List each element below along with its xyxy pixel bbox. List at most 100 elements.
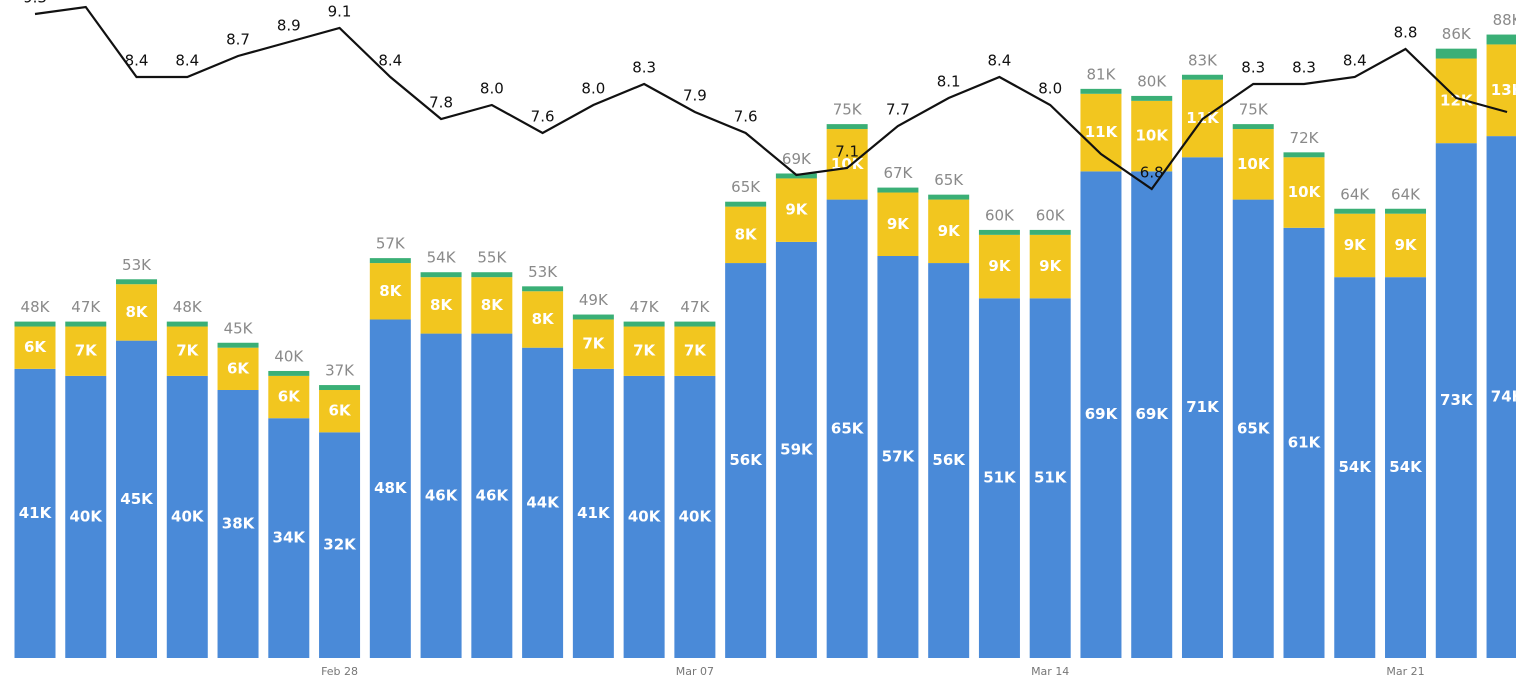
bar-segment: [1080, 171, 1122, 658]
bar-segment: [166, 321, 208, 327]
total-label: 47K: [630, 298, 660, 316]
bar-segment: [1080, 88, 1122, 94]
segment-label: 11K: [1085, 123, 1119, 141]
bar-segment: [928, 263, 970, 658]
segment-label: 46K: [476, 486, 510, 504]
total-label: 88K: [1493, 11, 1516, 29]
total-label: 86K: [1442, 25, 1472, 43]
line-label: 8.4: [378, 52, 402, 70]
bar-segment: [623, 326, 665, 376]
segment-label: 74K: [1491, 388, 1516, 406]
segment-label: 59K: [780, 440, 814, 458]
bar-segment: [14, 368, 56, 658]
segment-label: 9K: [1344, 236, 1367, 254]
line-label: 7.7: [886, 101, 910, 119]
segment-label: 38K: [222, 515, 256, 533]
bar-segment: [978, 234, 1020, 299]
total-label: 48K: [173, 298, 203, 316]
bar-segment: [14, 326, 56, 369]
bar-segment: [725, 201, 767, 207]
bar-segment: [522, 291, 564, 348]
total-label: 67K: [883, 164, 913, 182]
line-label: 6.8: [1140, 164, 1164, 182]
total-label: 64K: [1391, 185, 1421, 203]
segment-label: 73K: [1440, 391, 1474, 409]
line-label: 8.4: [125, 52, 149, 70]
x-tick-label: Feb 28: [321, 665, 358, 678]
line-label: 8.8: [1394, 24, 1418, 42]
segment-label: 41K: [577, 504, 611, 522]
segment-label: 8K: [481, 296, 504, 314]
bar-segment: [928, 194, 970, 200]
x-tick-label: Mar 07: [676, 665, 714, 678]
bar-segment: [978, 298, 1020, 658]
bar-segment: [1486, 44, 1516, 137]
bar-segment: [1385, 208, 1427, 214]
segment-label: 51K: [983, 469, 1017, 487]
line-label: 8.0: [480, 80, 504, 98]
bar-segment: [1131, 171, 1173, 658]
line-label: 8.3: [1241, 59, 1265, 77]
segment-label: 54K: [1339, 458, 1373, 476]
bar-segment: [674, 321, 716, 327]
segment-label: 10K: [1237, 155, 1271, 173]
total-label: 65K: [934, 171, 964, 189]
segment-label: 9K: [785, 201, 808, 219]
segment-label: 8K: [379, 282, 402, 300]
bar-segment: [826, 124, 868, 130]
segment-label: 40K: [628, 507, 662, 525]
total-label: 37K: [325, 362, 355, 380]
bar-segment: [268, 418, 310, 658]
line-label: 8.4: [1343, 52, 1367, 70]
total-label: 80K: [1137, 72, 1167, 90]
bar-segment: [1486, 136, 1516, 658]
segment-label: 34K: [273, 529, 307, 547]
bar-segment: [725, 263, 767, 658]
bar-segment: [166, 375, 208, 658]
bar-segment: [1283, 227, 1325, 658]
bar-segment: [572, 319, 614, 369]
bar-segment: [775, 178, 817, 242]
bar-segment: [978, 229, 1020, 235]
segment-label: 54K: [1389, 458, 1423, 476]
segment-label: 41K: [19, 504, 53, 522]
segment-label: 8K: [532, 310, 555, 328]
segment-label: 56K: [729, 451, 763, 469]
segment-label: 12K: [1440, 91, 1474, 109]
segment-label: 6K: [24, 338, 47, 356]
line-label: 8.0: [1038, 80, 1062, 98]
line-label: 7.9: [683, 87, 707, 105]
total-label: 57K: [376, 235, 406, 253]
bar-segment: [268, 370, 310, 376]
segment-label: 40K: [70, 507, 104, 525]
line-label: 8.3: [632, 59, 656, 77]
segment-label: 13K: [1491, 81, 1516, 99]
bar-segment: [877, 187, 919, 193]
segment-label: 6K: [278, 388, 301, 406]
total-label: 72K: [1290, 129, 1320, 147]
bar-segment: [319, 390, 361, 433]
bar-segment: [1435, 143, 1477, 658]
total-label: 48K: [21, 298, 51, 316]
line-label: 9.1: [328, 3, 352, 21]
segment-label: 10K: [1135, 127, 1169, 145]
bar-segment: [1435, 48, 1477, 59]
bar-segment: [522, 347, 564, 658]
segment-label: 44K: [526, 493, 560, 511]
bar-segment: [674, 326, 716, 376]
total-label: 60K: [1036, 206, 1066, 224]
segment-label: 65K: [1237, 419, 1271, 437]
line-label: 7.8: [429, 94, 453, 112]
segment-label: 9K: [1394, 236, 1417, 254]
segment-label: 8K: [430, 296, 453, 314]
bar-segment: [369, 258, 411, 264]
segment-label: 7K: [582, 335, 605, 353]
bar-segment: [1029, 229, 1071, 235]
line-label: 7.6: [734, 108, 758, 126]
bar-segment: [1131, 100, 1173, 172]
segment-label: 69K: [1085, 405, 1119, 423]
total-label: 54K: [427, 249, 457, 267]
total-label: 81K: [1086, 65, 1116, 83]
total-label: 75K: [833, 101, 863, 119]
segment-label: 8K: [735, 225, 758, 243]
